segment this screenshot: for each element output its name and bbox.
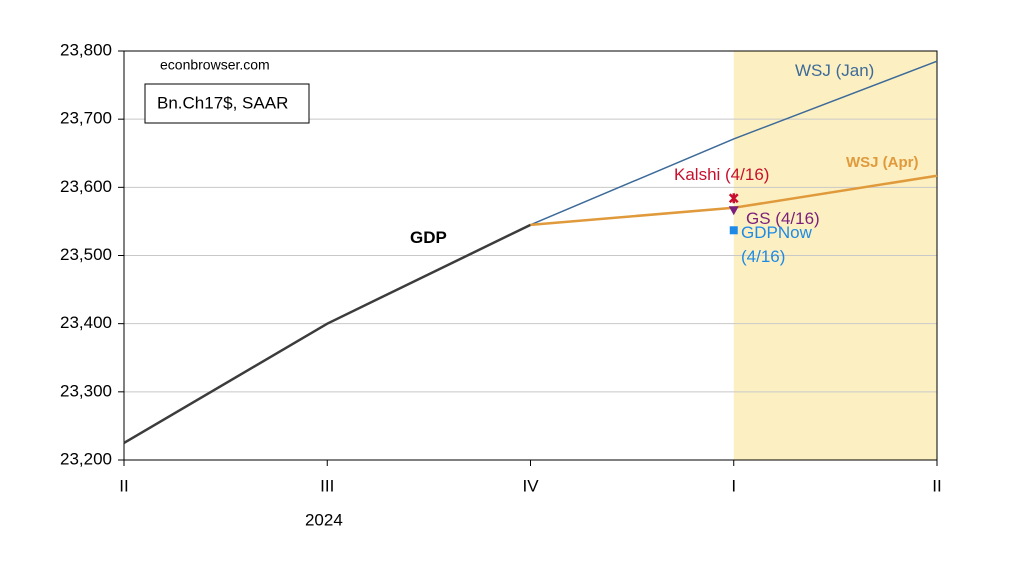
- source-note: econbrowser.com: [160, 57, 270, 73]
- series-label: WSJ (Jan): [795, 61, 875, 80]
- y-tick-label: 23,800: [60, 40, 112, 59]
- units-box: [144, 83, 310, 124]
- point-marker: [729, 226, 738, 235]
- y-tick-label: 23,500: [60, 245, 112, 264]
- series-line: [123, 223, 532, 445]
- series-label: GDP: [410, 228, 447, 247]
- y-tick-label: 23,400: [60, 313, 112, 332]
- x-tick-label: II: [119, 476, 128, 495]
- series-label: Kalshi (4/16): [674, 165, 770, 184]
- y-tick-label: 23,300: [60, 381, 112, 400]
- units-label: Bn.Ch17$, SAAR: [157, 93, 288, 112]
- y-tick-label: 23,600: [60, 177, 112, 196]
- x-tick-label: II: [932, 476, 941, 495]
- x-tick-label: IV: [522, 476, 539, 495]
- series-label: GS (4/16): [746, 209, 820, 228]
- y-tick-label: 23,700: [60, 109, 112, 128]
- series-line: [530, 60, 938, 226]
- x-tick-label: I: [731, 476, 736, 495]
- point-marker: [728, 206, 739, 216]
- series-label: WSJ (Apr): [846, 154, 919, 171]
- point-marker: [728, 193, 739, 204]
- series-label: GDPNow (4/16): [741, 223, 812, 266]
- y-tick-label: 23,200: [60, 449, 112, 468]
- x-tick-label: III: [320, 476, 334, 495]
- x-group-label: 2024: [305, 510, 343, 529]
